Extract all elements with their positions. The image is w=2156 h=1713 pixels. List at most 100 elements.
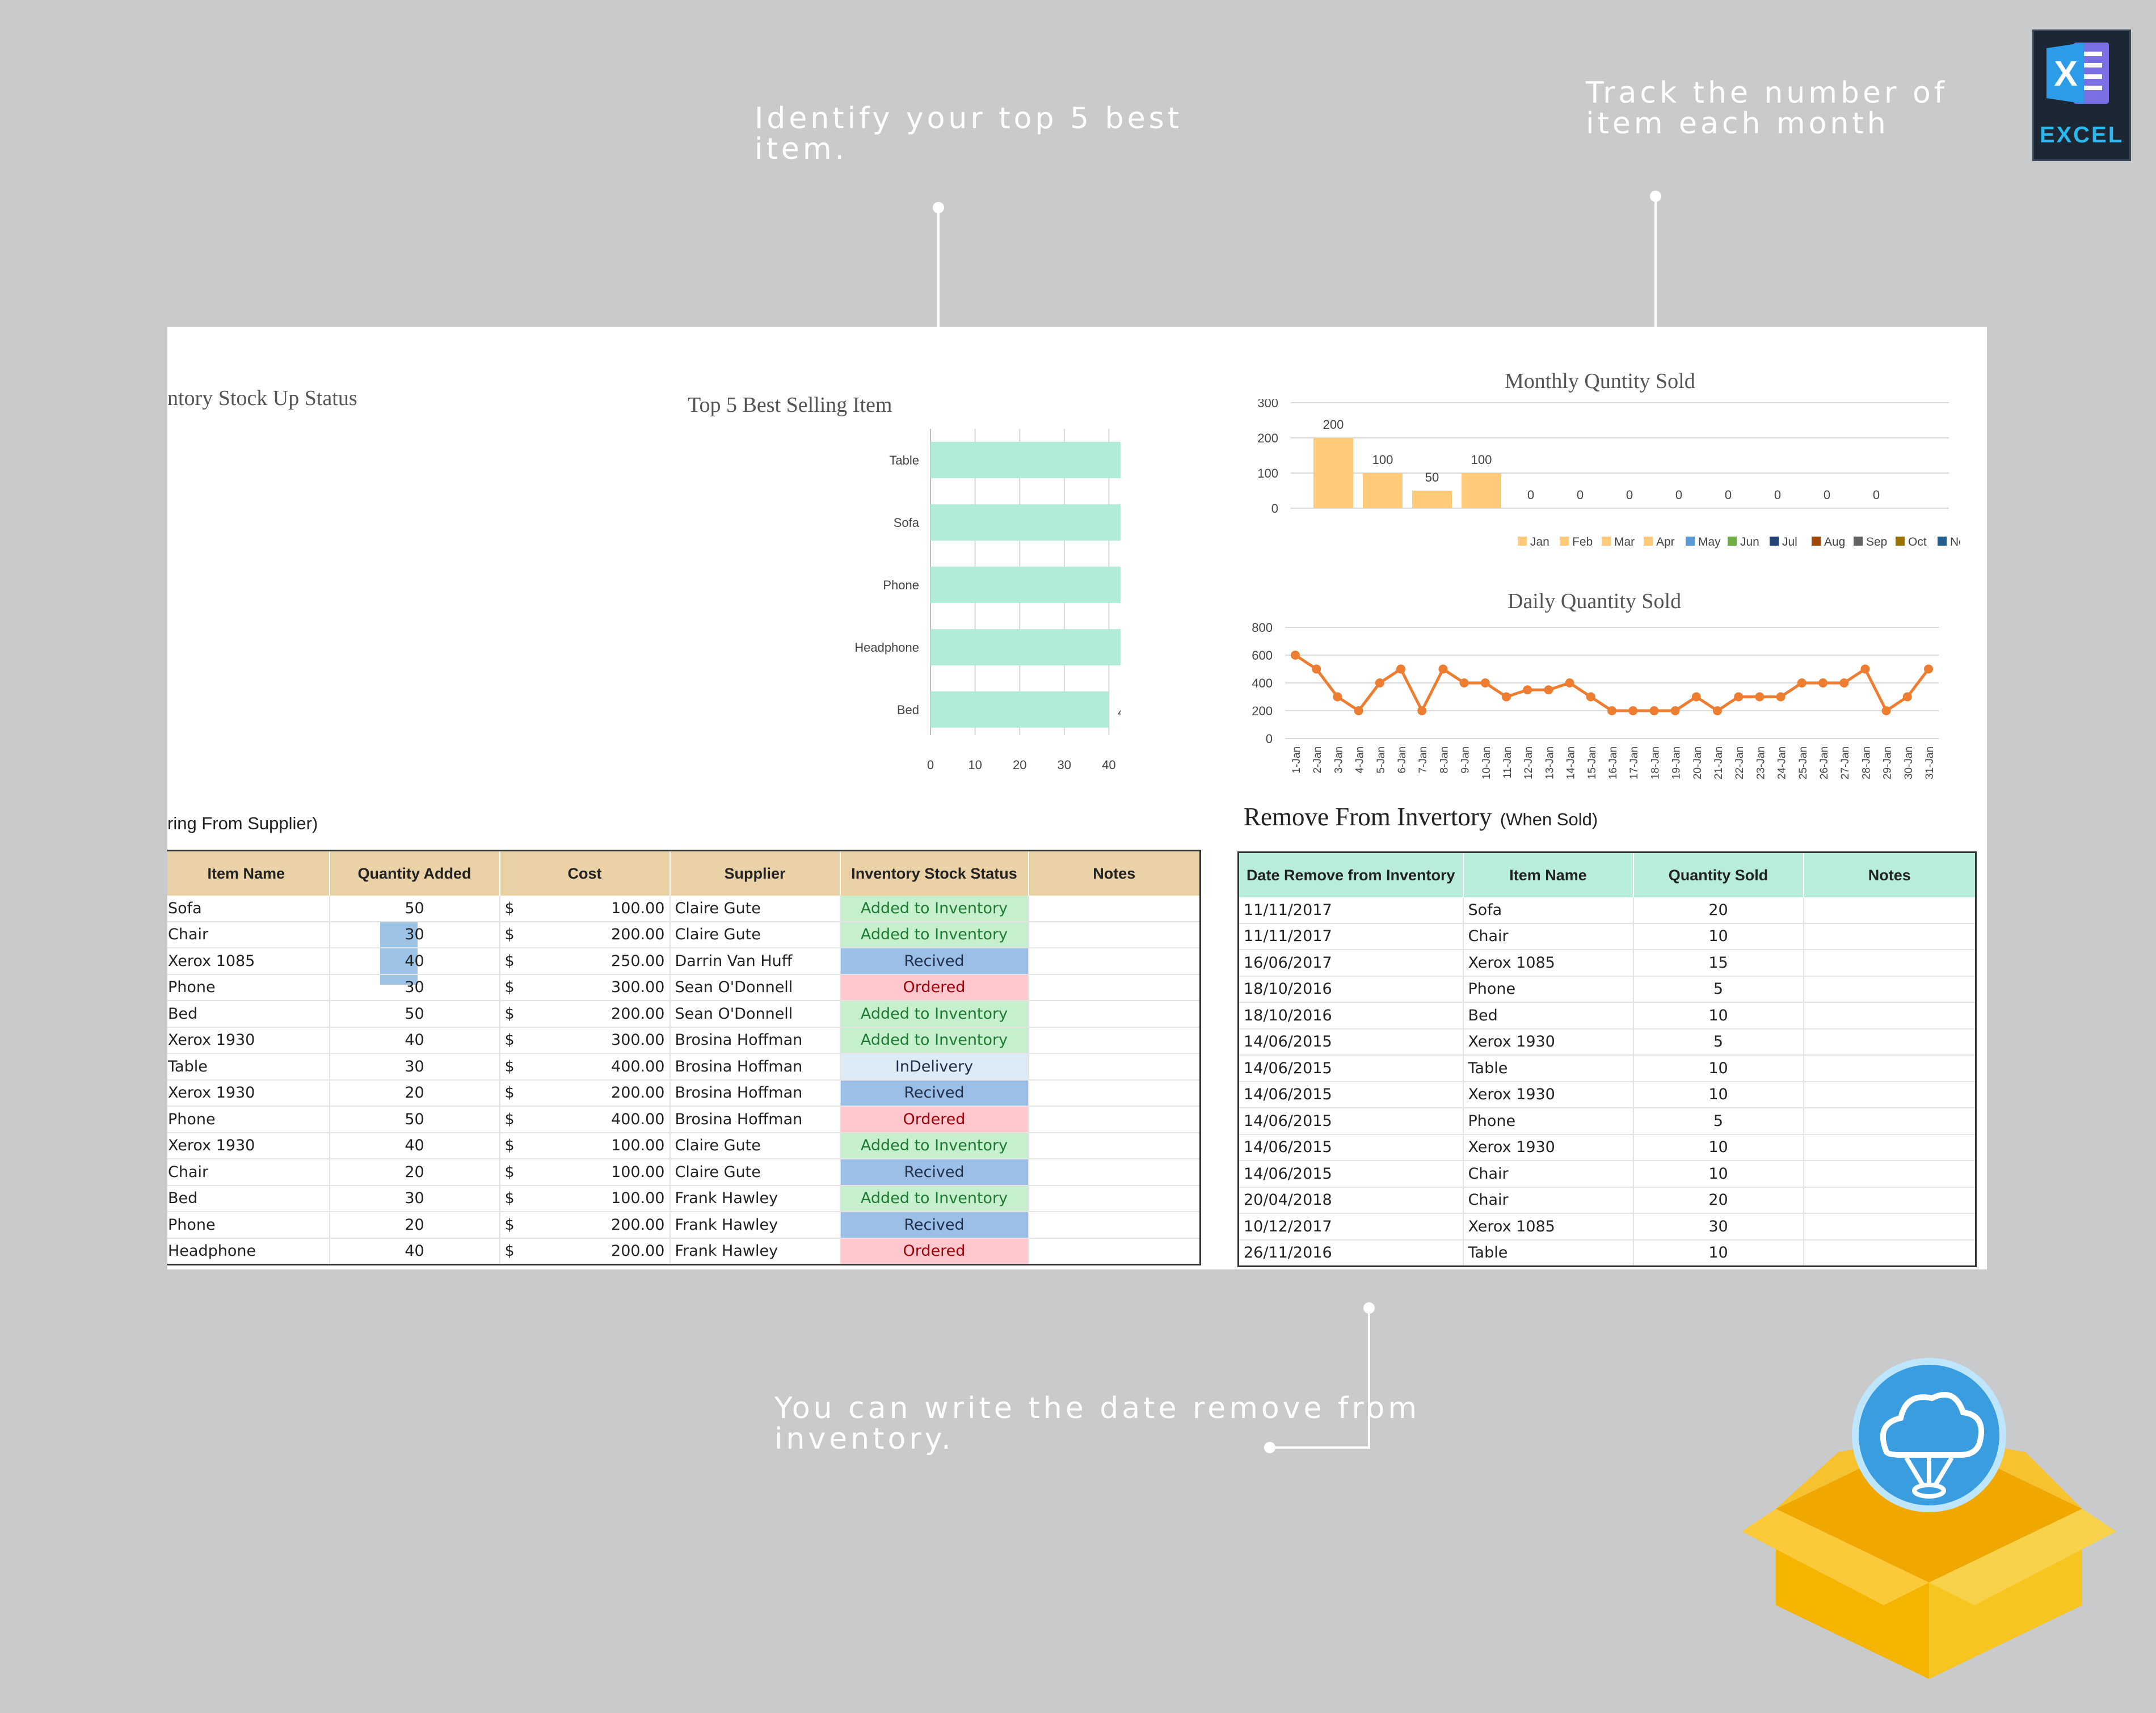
supplier-cell[interactable]: Sean O'Donnell <box>669 1001 841 1028</box>
quantity-added-cell[interactable]: 30 <box>329 921 500 948</box>
cost-cell[interactable]: $200.00 <box>499 1238 671 1265</box>
item-name-cell[interactable]: Chair <box>167 921 330 948</box>
quantity-sold-cell[interactable]: 10 <box>1633 1002 1804 1030</box>
quantity-sold-cell[interactable]: 5 <box>1633 1108 1804 1135</box>
stock-status-cell[interactable]: Added to Inventory <box>840 921 1029 948</box>
item-name-cell[interactable]: Table <box>1463 1055 1634 1082</box>
quantity-added-cell[interactable]: 20 <box>329 1079 500 1107</box>
supplier-cell[interactable]: Claire Gute <box>669 896 841 922</box>
item-name-cell[interactable]: Chair <box>1463 923 1634 950</box>
stock-status-cell[interactable]: Added to Inventory <box>840 1185 1029 1212</box>
quantity-added-cell[interactable]: 50 <box>329 1001 500 1028</box>
notes-cell[interactable] <box>1028 1027 1201 1054</box>
item-name-cell[interactable]: Phone <box>1463 976 1634 1003</box>
item-name-cell[interactable]: Xerox 1930 <box>1463 1134 1634 1161</box>
quantity-sold-cell[interactable]: 10 <box>1633 923 1804 950</box>
supplier-cell[interactable]: Brosina Hoffman <box>669 1027 841 1054</box>
date-removed-cell[interactable]: 14/06/2015 <box>1238 1134 1464 1161</box>
supplier-cell[interactable]: Darrin Van Huff <box>669 948 841 975</box>
cost-cell[interactable]: $200.00 <box>499 921 671 948</box>
cost-cell[interactable]: $100.00 <box>499 1159 671 1186</box>
quantity-sold-cell[interactable]: 20 <box>1633 897 1804 924</box>
supplier-cell[interactable]: Claire Gute <box>669 1132 841 1159</box>
item-name-cell[interactable]: Table <box>167 1053 330 1081</box>
item-name-cell[interactable]: Bed <box>1463 1002 1634 1030</box>
stock-status-cell[interactable]: Ordered <box>840 974 1029 1001</box>
quantity-sold-cell[interactable]: 5 <box>1633 976 1804 1003</box>
quantity-added-cell[interactable]: 40 <box>329 1027 500 1054</box>
date-removed-cell[interactable]: 18/10/2016 <box>1238 976 1464 1003</box>
notes-cell[interactable] <box>1803 923 1977 950</box>
item-name-cell[interactable]: Xerox 1930 <box>167 1132 330 1159</box>
item-name-cell[interactable]: Phone <box>167 974 330 1001</box>
item-name-cell[interactable]: Sofa <box>1463 897 1634 924</box>
stock-status-cell[interactable]: InDelivery <box>840 1053 1029 1081</box>
notes-cell[interactable] <box>1803 1213 1977 1241</box>
date-removed-cell[interactable]: 11/11/2017 <box>1238 897 1464 924</box>
item-name-cell[interactable]: Xerox 1930 <box>1463 1081 1634 1108</box>
notes-cell[interactable] <box>1028 1106 1201 1133</box>
stock-status-cell[interactable]: Ordered <box>840 1106 1029 1133</box>
stock-status-cell[interactable]: Ordered <box>840 1238 1029 1265</box>
quantity-added-cell[interactable]: 50 <box>329 1106 500 1133</box>
notes-cell[interactable] <box>1028 1212 1201 1239</box>
notes-cell[interactable] <box>1028 1079 1201 1107</box>
notes-cell[interactable] <box>1803 950 1977 977</box>
notes-cell[interactable] <box>1028 1001 1201 1028</box>
date-removed-cell[interactable]: 10/12/2017 <box>1238 1213 1464 1241</box>
item-name-cell[interactable]: Xerox 1930 <box>1463 1028 1634 1056</box>
quantity-added-cell[interactable]: 20 <box>329 1159 500 1186</box>
supplier-cell[interactable]: Brosina Hoffman <box>669 1053 841 1081</box>
item-name-cell[interactable]: Xerox 1085 <box>1463 1213 1634 1241</box>
quantity-sold-cell[interactable]: 15 <box>1633 950 1804 977</box>
date-removed-cell[interactable]: 14/06/2015 <box>1238 1081 1464 1108</box>
quantity-sold-cell[interactable]: 10 <box>1633 1081 1804 1108</box>
date-removed-cell[interactable]: 20/04/2018 <box>1238 1187 1464 1214</box>
notes-cell[interactable] <box>1028 1053 1201 1081</box>
date-removed-cell[interactable]: 18/10/2016 <box>1238 1002 1464 1030</box>
item-name-cell[interactable]: Phone <box>167 1106 330 1133</box>
notes-cell[interactable] <box>1028 1132 1201 1159</box>
notes-cell[interactable] <box>1803 1081 1977 1108</box>
cost-cell[interactable]: $400.00 <box>499 1106 671 1133</box>
date-removed-cell[interactable]: 16/06/2017 <box>1238 950 1464 977</box>
notes-cell[interactable] <box>1028 948 1201 975</box>
cost-cell[interactable]: $100.00 <box>499 1132 671 1159</box>
cost-cell[interactable]: $100.00 <box>499 896 671 922</box>
item-name-cell[interactable]: Sofa <box>167 896 330 922</box>
item-name-cell[interactable]: Chair <box>1463 1161 1634 1188</box>
item-name-cell[interactable]: Phone <box>1463 1108 1634 1135</box>
notes-cell[interactable] <box>1028 974 1201 1001</box>
stock-status-cell[interactable]: Recived <box>840 1079 1029 1107</box>
date-removed-cell[interactable]: 11/11/2017 <box>1238 923 1464 950</box>
date-removed-cell[interactable]: 14/06/2015 <box>1238 1108 1464 1135</box>
stock-status-cell[interactable]: Added to Inventory <box>840 896 1029 922</box>
notes-cell[interactable] <box>1803 1028 1977 1056</box>
supplier-cell[interactable]: Claire Gute <box>669 1159 841 1186</box>
cost-cell[interactable]: $200.00 <box>499 1079 671 1107</box>
quantity-sold-cell[interactable]: 30 <box>1633 1213 1804 1241</box>
item-name-cell[interactable]: Phone <box>167 1212 330 1239</box>
notes-cell[interactable] <box>1028 1185 1201 1212</box>
item-name-cell[interactable]: Xerox 1930 <box>167 1027 330 1054</box>
item-name-cell[interactable]: Xerox 1085 <box>1463 950 1634 977</box>
notes-cell[interactable] <box>1803 1134 1977 1161</box>
quantity-sold-cell[interactable]: 10 <box>1633 1239 1804 1267</box>
item-name-cell[interactable]: Headphone <box>167 1238 330 1265</box>
date-removed-cell[interactable]: 14/06/2015 <box>1238 1055 1464 1082</box>
item-name-cell[interactable]: Chair <box>1463 1187 1634 1214</box>
stock-status-cell[interactable]: Recived <box>840 948 1029 975</box>
quantity-added-cell[interactable]: 30 <box>329 1185 500 1212</box>
item-name-cell[interactable]: Bed <box>167 1185 330 1212</box>
quantity-added-cell[interactable]: 30 <box>329 974 500 1001</box>
notes-cell[interactable] <box>1028 896 1201 922</box>
item-name-cell[interactable]: Table <box>1463 1239 1634 1267</box>
supplier-cell[interactable]: Frank Hawley <box>669 1238 841 1265</box>
item-name-cell[interactable]: Xerox 1930 <box>167 1079 330 1107</box>
cost-cell[interactable]: $250.00 <box>499 948 671 975</box>
notes-cell[interactable] <box>1803 897 1977 924</box>
quantity-added-cell[interactable]: 40 <box>329 1132 500 1159</box>
quantity-sold-cell[interactable]: 5 <box>1633 1028 1804 1056</box>
cost-cell[interactable]: $100.00 <box>499 1185 671 1212</box>
notes-cell[interactable] <box>1803 976 1977 1003</box>
